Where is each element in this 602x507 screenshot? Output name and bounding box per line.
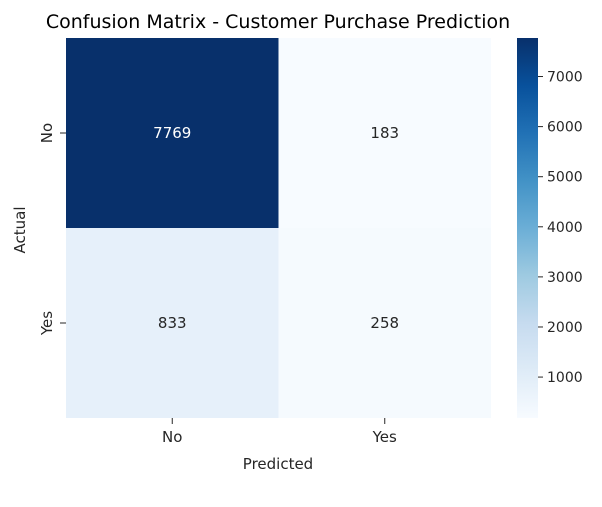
cell-value-label: 183 xyxy=(370,124,399,142)
y-axis-ticks: No Yes xyxy=(38,123,66,336)
x-axis-ticks: No Yes xyxy=(162,418,397,446)
heatmap-cell-yes-no xyxy=(66,228,279,418)
colorbar-tick-label: 6000 xyxy=(547,120,583,136)
colorbar-ticks: 1000 2000 3000 4000 5000 6000 7000 xyxy=(538,70,583,386)
colorbar-tick-label: 7000 xyxy=(547,70,583,86)
x-tick-label: Yes xyxy=(372,428,397,446)
heatmap-cells: 7769 183 833 258 xyxy=(66,38,491,418)
chart-title: Confusion Matrix - Customer Purchase Pre… xyxy=(46,11,510,33)
colorbar-tick-label: 5000 xyxy=(547,170,583,186)
cell-value-label: 833 xyxy=(158,314,187,332)
x-axis-label: Predicted xyxy=(243,455,313,473)
y-axis-label: Actual xyxy=(11,207,29,254)
heatmap-cell-no-yes xyxy=(278,38,491,228)
y-tick-label: No xyxy=(38,123,56,143)
colorbar xyxy=(517,38,538,418)
colorbar-tick-label: 3000 xyxy=(547,270,583,286)
x-tick-label: No xyxy=(162,428,182,446)
y-tick-label: Yes xyxy=(38,311,56,336)
heatmap-cell-yes-yes xyxy=(278,228,491,418)
colorbar-tick-label: 2000 xyxy=(547,320,583,336)
cell-value-label: 7769 xyxy=(153,124,191,142)
cell-value-label: 258 xyxy=(370,314,399,332)
heatmap-cell-no-no xyxy=(66,38,279,228)
colorbar-tick-label: 1000 xyxy=(547,370,583,386)
colorbar-tick-label: 4000 xyxy=(547,220,583,236)
